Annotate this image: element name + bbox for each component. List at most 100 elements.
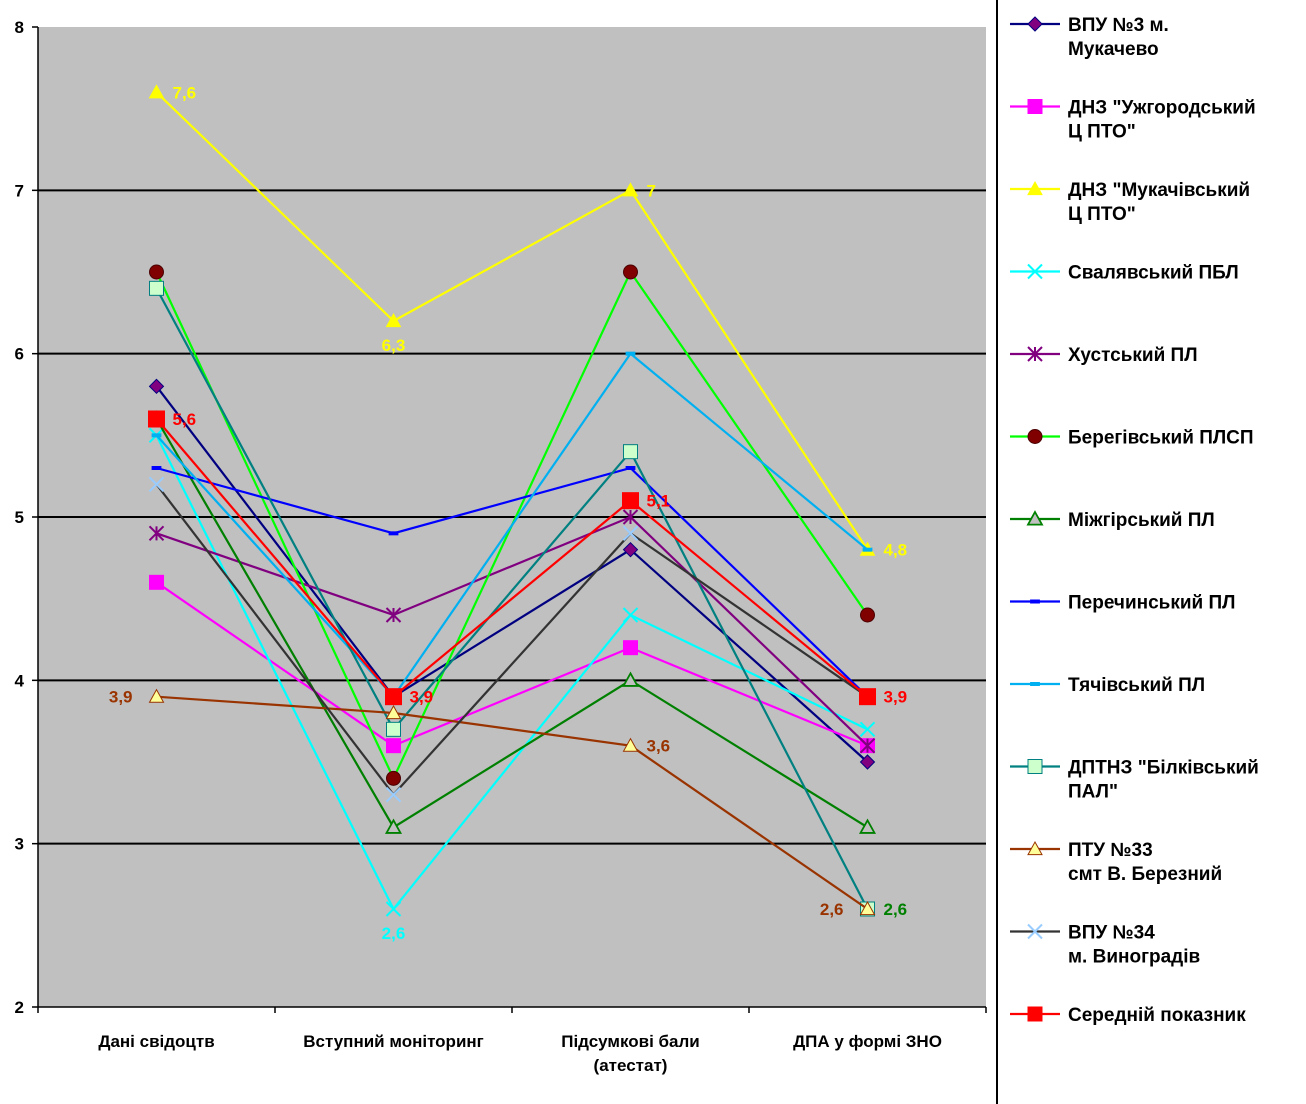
legend-label: ПТУ №33 смт В. Березний (1068, 840, 1222, 885)
marker (1027, 840, 1043, 856)
marker (623, 444, 638, 460)
marker (625, 351, 636, 356)
marker (1027, 99, 1043, 114)
legend-item: ДПТНЗ "Білківський ПАЛ" (1010, 758, 1259, 803)
data-label: 5,1 (647, 492, 671, 511)
marker (385, 688, 402, 706)
data-label: 7,6 (173, 83, 197, 102)
y-tick-label: 7 (15, 181, 24, 200)
legend-item: Міжгірський ПЛ (1010, 510, 1215, 531)
marker (151, 433, 162, 438)
marker (151, 466, 162, 470)
series-line (156, 466, 869, 698)
legend-item: Хустський ПЛ (1010, 345, 1198, 366)
series-line (155, 418, 869, 699)
legend-item: Перечинський ПЛ (1010, 593, 1236, 614)
legend-label: Свалявський ПБЛ (1068, 263, 1239, 284)
legend-item: Свалявський ПБЛ (1010, 263, 1239, 284)
data-label: 2,6 (820, 900, 844, 919)
marker (386, 770, 401, 786)
series-line (155, 434, 868, 912)
marker (148, 410, 165, 428)
marker (385, 901, 402, 917)
marker (625, 466, 636, 470)
marker (623, 640, 638, 656)
legend-item: Середній показник (1010, 1005, 1246, 1026)
legend: ВПУ №3 м. Мукачево ДНЗ "Ужгородський Ц ПТО"… (1010, 15, 1259, 1026)
marker (1027, 923, 1043, 940)
legend-item: Тячівський ПЛ (1010, 675, 1205, 696)
series-line (155, 581, 868, 747)
legend-item: Берегівський ПЛСП (1010, 428, 1254, 449)
marker (386, 721, 401, 737)
data-label: 7 (647, 181, 656, 200)
legend-item: ДНЗ "Мукачівський Ц ПТО" (1010, 180, 1250, 225)
legend-item: ДНЗ "Ужгородський Ц ПТО" (1010, 98, 1256, 143)
legend-label: ДНЗ "Ужгородський Ц ПТО" (1068, 98, 1256, 143)
marker (1027, 759, 1043, 774)
series-line (155, 287, 869, 910)
marker (622, 541, 639, 558)
data-label: 2,6 (884, 900, 908, 919)
marker (859, 721, 876, 738)
series-line (155, 418, 869, 829)
marker (385, 607, 402, 623)
legend-label: Хустський ПЛ (1068, 345, 1198, 366)
y-tick-label: 4 (15, 671, 25, 690)
y-tick-label: 5 (15, 508, 24, 527)
data-labels: 7,6 6,3 7 4,8 5,6 3,9 5,1 3,9 3,9 3,6 2,6 2,6 2,6 (109, 83, 907, 943)
x-tick-label: Дані свідоцтв (98, 1032, 214, 1051)
marker (148, 84, 165, 99)
marker (859, 688, 876, 706)
marker (858, 818, 877, 834)
marker (1026, 510, 1044, 526)
y-tick-label: 6 (15, 345, 24, 364)
x-tick-label: ДПА у формі ЗНО (793, 1032, 942, 1051)
marker (859, 737, 876, 754)
marker (1027, 16, 1043, 32)
marker (621, 671, 640, 687)
marker (149, 264, 164, 280)
marker (622, 607, 639, 623)
data-label: 2,6 (382, 924, 406, 943)
x-axis: Дані свідоцтв Вступний моніторинг Підсумко… (37, 1006, 987, 1075)
marker (622, 182, 639, 197)
legend-item: ВПУ №3 м. Мукачево (1010, 15, 1169, 60)
legend-label: ВПУ №34 м. Виноградів (1068, 923, 1200, 968)
marker (1027, 263, 1043, 280)
data-label: 4,8 (884, 541, 908, 560)
marker (149, 574, 164, 590)
marker (386, 738, 401, 754)
data-label: 3,9 (884, 688, 908, 707)
series-13 (148, 410, 876, 706)
marker (385, 786, 402, 803)
marker (148, 476, 165, 493)
data-label: 5,6 (173, 410, 197, 429)
marker (622, 737, 639, 752)
legend-label: Тячівський ПЛ (1068, 675, 1205, 696)
series-lines (147, 84, 877, 917)
marker (385, 312, 402, 328)
series-line (156, 515, 869, 747)
legend-label: Берегівський ПЛСП (1068, 428, 1254, 449)
series-5 (148, 509, 876, 754)
legend-label: Перечинський ПЛ (1068, 593, 1236, 614)
marker (384, 818, 403, 834)
data-label: 3,9 (109, 688, 133, 707)
y-tick-label: 8 (15, 18, 24, 37)
series-line (155, 352, 869, 699)
marker (385, 704, 402, 720)
marker (1027, 180, 1043, 196)
marker (623, 264, 638, 280)
marker (148, 688, 165, 703)
data-label: 6,3 (382, 336, 406, 355)
marker (859, 754, 876, 770)
data-label: 3,9 (410, 688, 434, 707)
legend-label: ДПТНЗ "Білківський ПАЛ" (1068, 758, 1259, 803)
legend-label: Середній показник (1068, 1005, 1246, 1026)
marker (149, 280, 164, 296)
marker (148, 378, 165, 395)
series-line (155, 91, 869, 551)
marker (862, 547, 873, 552)
